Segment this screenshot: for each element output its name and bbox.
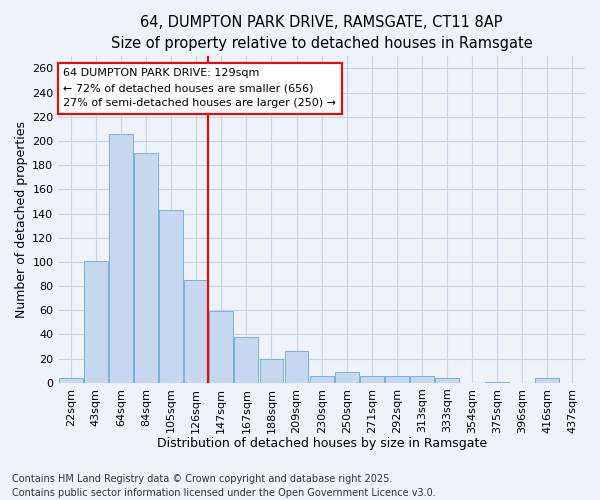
Bar <box>310 376 334 383</box>
Bar <box>260 358 283 383</box>
Text: 64 DUMPTON PARK DRIVE: 129sqm
← 72% of detached houses are smaller (656)
27% of : 64 DUMPTON PARK DRIVE: 129sqm ← 72% of d… <box>63 68 336 108</box>
Bar <box>485 382 509 383</box>
Title: 64, DUMPTON PARK DRIVE, RAMSGATE, CT11 8AP
Size of property relative to detached: 64, DUMPTON PARK DRIVE, RAMSGATE, CT11 8… <box>111 15 533 51</box>
Bar <box>385 376 409 383</box>
Bar <box>109 134 133 383</box>
Bar <box>235 337 259 383</box>
Bar <box>284 352 308 383</box>
X-axis label: Distribution of detached houses by size in Ramsgate: Distribution of detached houses by size … <box>157 437 487 450</box>
Bar <box>360 376 384 383</box>
Bar <box>134 153 158 383</box>
Bar <box>159 210 183 383</box>
Bar <box>184 280 208 383</box>
Y-axis label: Number of detached properties: Number of detached properties <box>15 121 28 318</box>
Bar <box>59 378 83 383</box>
Bar <box>209 312 233 383</box>
Bar <box>84 260 108 383</box>
Bar <box>410 376 434 383</box>
Bar <box>435 378 459 383</box>
Bar <box>335 372 359 383</box>
Bar <box>535 378 559 383</box>
Text: Contains HM Land Registry data © Crown copyright and database right 2025.
Contai: Contains HM Land Registry data © Crown c… <box>12 474 436 498</box>
